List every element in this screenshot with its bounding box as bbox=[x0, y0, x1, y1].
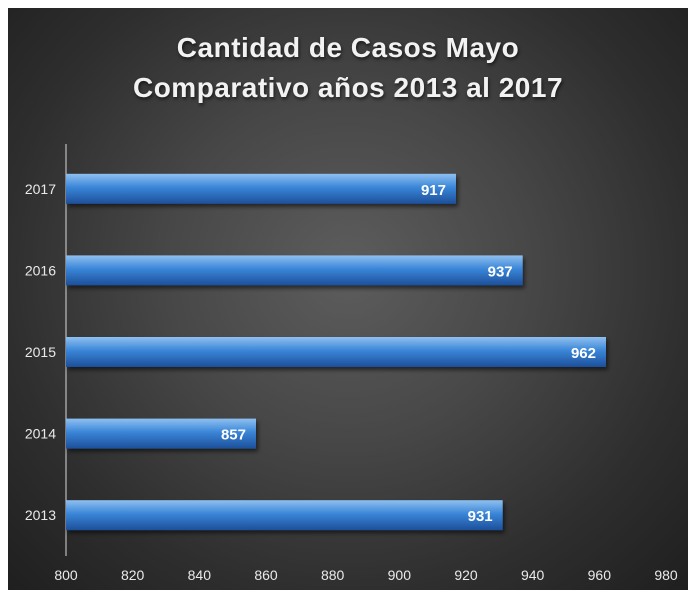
bar-2015 bbox=[66, 337, 606, 367]
y-tick-label-2013: 2013 bbox=[25, 507, 56, 523]
bars-group: 931 857 962 937 917 bbox=[66, 173, 606, 531]
x-tick-label-940: 940 bbox=[521, 567, 545, 583]
bar-2017 bbox=[66, 173, 456, 204]
y-tick-label-2017: 2017 bbox=[25, 181, 56, 197]
bar-2016 bbox=[66, 255, 523, 286]
y-tick-label-2015: 2015 bbox=[25, 344, 56, 360]
y-tick-label-2016: 2016 bbox=[25, 262, 56, 278]
chart-title: Cantidad de Casos Mayo Comparativo años … bbox=[8, 28, 688, 108]
bar-chart: 931 857 962 937 917 2013 2014 2015 2016 2017 800… bbox=[25, 144, 678, 583]
x-tick-label-980: 980 bbox=[654, 567, 678, 583]
bar-2014 bbox=[66, 418, 256, 449]
data-label-2013: 931 bbox=[468, 508, 493, 525]
x-tick-labels: 800 820 840 860 880 900 920 940 960 980 bbox=[54, 567, 678, 583]
x-tick-label-820: 820 bbox=[121, 567, 145, 583]
data-label-2015: 962 bbox=[571, 345, 596, 362]
chart-frame: Cantidad de Casos Mayo Comparativo años … bbox=[8, 8, 688, 590]
y-tick-labels: 2013 2014 2015 2016 2017 bbox=[25, 181, 56, 523]
x-tick-label-900: 900 bbox=[388, 567, 412, 583]
x-tick-label-860: 860 bbox=[254, 567, 278, 583]
x-tick-label-840: 840 bbox=[188, 567, 212, 583]
data-label-2016: 937 bbox=[488, 263, 513, 280]
x-tick-label-880: 880 bbox=[321, 567, 345, 583]
data-label-2014: 857 bbox=[221, 427, 246, 444]
bar-2013 bbox=[66, 500, 503, 531]
x-tick-label-800: 800 bbox=[54, 567, 78, 583]
chart-title-line-2: Comparativo años 2013 al 2017 bbox=[132, 72, 564, 103]
y-tick-label-2014: 2014 bbox=[25, 426, 56, 442]
x-tick-label-920: 920 bbox=[454, 567, 478, 583]
data-label-2017: 917 bbox=[421, 182, 446, 199]
chart-title-line-1: Cantidad de Casos Mayo bbox=[176, 32, 520, 63]
x-tick-label-960: 960 bbox=[588, 567, 612, 583]
